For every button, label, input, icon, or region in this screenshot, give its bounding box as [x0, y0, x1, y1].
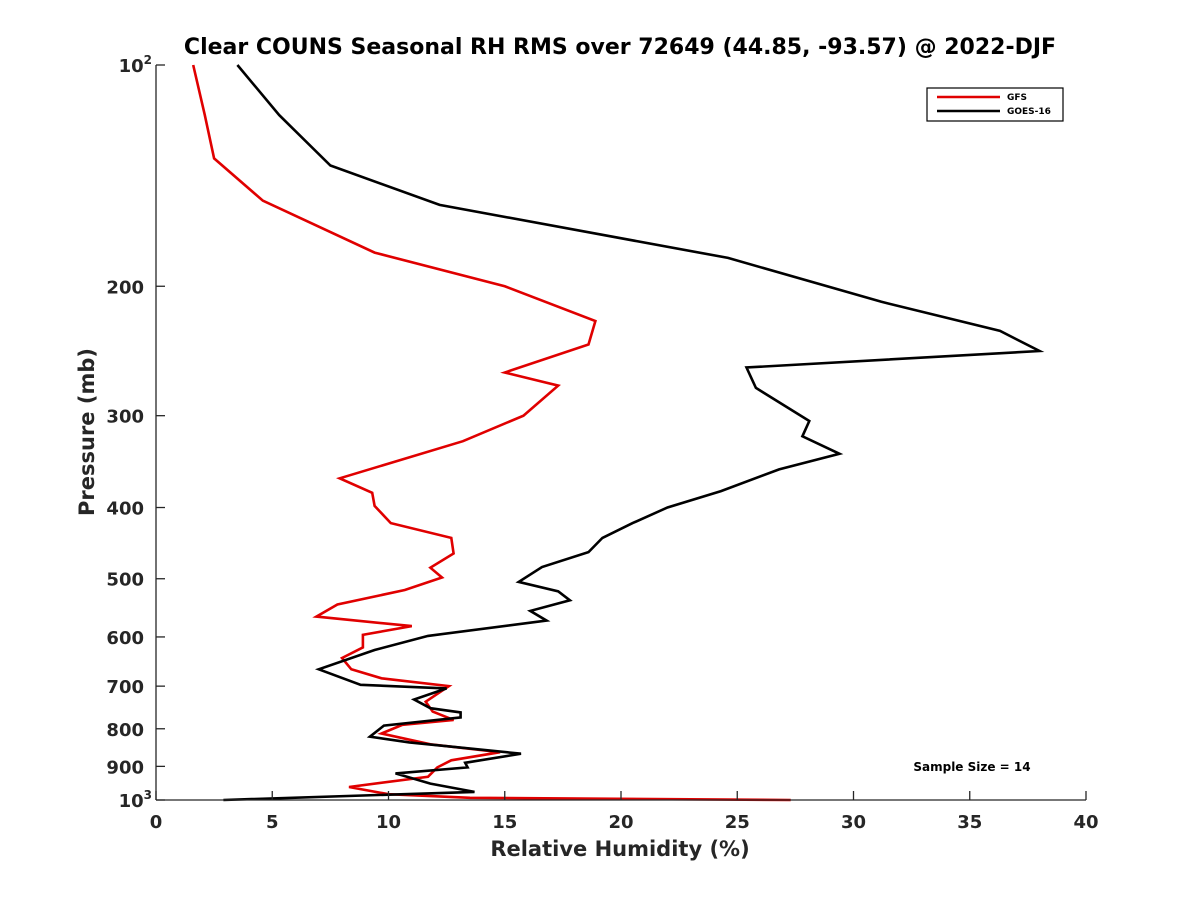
legend-label-gfs: GFS — [1007, 93, 1027, 103]
x-tick-label: 35 — [957, 812, 982, 833]
sample-size-annotation: Sample Size = 14 — [913, 760, 1030, 774]
series-line-goes16 — [223, 64, 1045, 802]
axes-layer: 0 5 10 15 20 25 30 35 40 200 300 400 500 600 700 800 900… — [106, 53, 1098, 833]
x-axis-label: Relative Humidity (%) — [490, 837, 749, 861]
x-tick-label: 15 — [492, 812, 517, 833]
y-tick-label: 600 — [106, 628, 144, 649]
x-tick-label: 10 — [376, 812, 401, 833]
y-axis-label: Pressure (mb) — [75, 348, 99, 516]
x-tick-label: 5 — [266, 812, 279, 833]
x-tick-label: 30 — [841, 812, 866, 833]
legend: GFS GOES-16 — [926, 87, 1064, 122]
y-tick-label: 200 — [106, 277, 144, 298]
x-tick-label: 20 — [608, 812, 633, 833]
y-tick-label: 700 — [106, 677, 144, 698]
plot-area — [156, 65, 1086, 800]
y-tick-label: 400 — [106, 499, 144, 520]
y-tick-label-power: 102 — [119, 53, 152, 77]
y-tick-label: 900 — [106, 757, 144, 778]
x-tick-label: 25 — [725, 812, 750, 833]
legend-box — [926, 87, 1064, 122]
y-tick-label: 800 — [106, 720, 144, 741]
x-tick-label: 40 — [1073, 812, 1098, 833]
x-tick-label: 0 — [150, 812, 163, 833]
y-tick-label-power: 103 — [119, 788, 152, 812]
chart-title: Clear COUNS Seasonal RH RMS over 72649 (… — [184, 35, 1056, 60]
y-tick-label: 300 — [106, 407, 144, 428]
y-tick-label: 500 — [106, 570, 144, 591]
legend-label-goes16: GOES-16 — [1007, 107, 1051, 117]
series-layer — [191, 64, 1045, 802]
